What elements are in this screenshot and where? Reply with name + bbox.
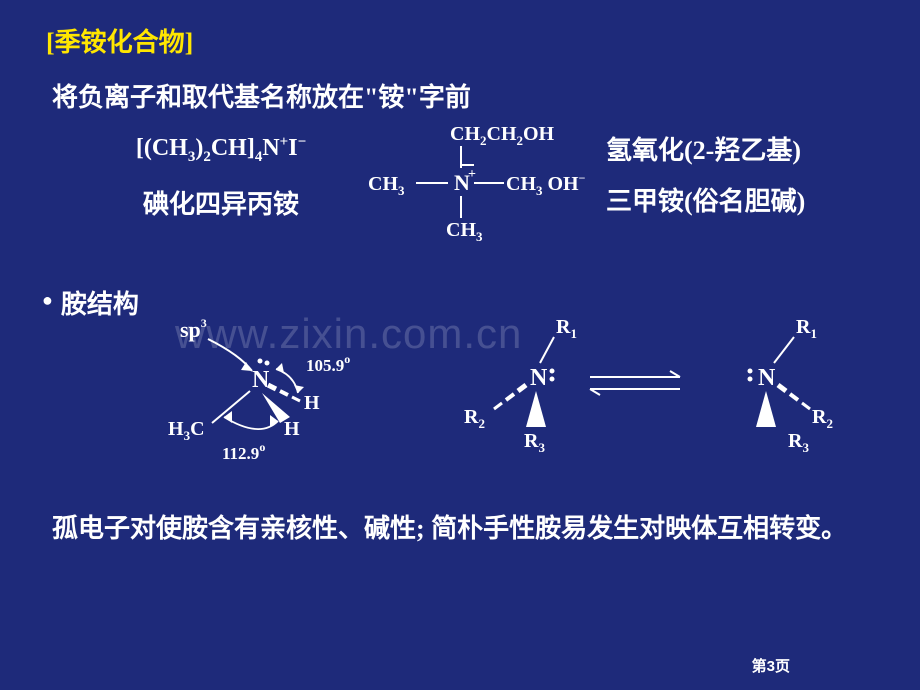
amine-diagrams-icon: sp3 N H3C H (150, 315, 890, 485)
bottom-paragraph: 孤电子对使胺含有亲核性、碱性; 简朴手性胺易发生对映体互相转变。 (52, 507, 872, 551)
r-amine-left: N R1 R2 (464, 316, 577, 455)
structure-diagrams: sp3 N H3C H (150, 315, 920, 485)
right-name-block: 氢氧化(2-羟乙基) 三甲铵(俗名胆碱) (606, 130, 866, 218)
bullet-icon: ● (42, 290, 53, 311)
sp3-arrowhead (241, 362, 252, 371)
h3c-label: H3C (168, 418, 205, 443)
sp3-diagram: sp3 N H3C H (168, 316, 350, 463)
choline-structure-icon: N + CH2CH2OH CH3 CH3 OH− (346, 120, 606, 250)
sp3-label: sp3 (180, 316, 207, 342)
left-formula: [(CH3)2CH]4N+I− (136, 134, 306, 166)
right-name-line2: 三甲铵(俗名胆碱) (606, 181, 866, 218)
mid-structure: N + CH2CH2OH CH3 CH3 OH− (346, 130, 606, 250)
slide: [季铵化合物] 将负离子和取代基名称放在"铵"字前 [(CH3)2CH]4N+I… (0, 0, 920, 690)
naming-rule: 将负离子和取代基名称放在"铵"字前 (52, 77, 920, 114)
r2-label-r: R2 (812, 406, 833, 431)
amine-structure-label: 胺结构 (61, 284, 139, 321)
h-front: H (284, 418, 300, 440)
lone-pair-dot (258, 359, 263, 364)
page-number: 第3页 (752, 655, 790, 676)
left-compound-block: [(CH3)2CH]4N+I− 碘化四异丙铵 (96, 130, 346, 221)
charge-plus: + (468, 167, 476, 182)
angle-arc-top (276, 369, 298, 393)
angle-arrowhead (294, 385, 304, 393)
atom-n-left: N (252, 367, 270, 393)
angle-bottom-label: 112.9o (222, 440, 265, 463)
group-left: CH3 (368, 173, 405, 198)
lone-pair-dot (265, 361, 270, 366)
r1-label: R1 (556, 316, 577, 341)
atom-n-mid: N (530, 365, 548, 391)
section-title: [季铵化合物] (46, 22, 920, 59)
angle-arc-bottom (224, 417, 278, 429)
r1-label-r: R1 (796, 316, 817, 341)
r3-label-r: R3 (788, 430, 809, 455)
atom-n-right: N (758, 365, 776, 391)
group-right: CH3 OH− (506, 171, 586, 198)
left-compound-name: 碘化四异丙铵 (143, 184, 299, 221)
right-name-line1: 氢氧化(2-羟乙基) (606, 130, 866, 167)
formula-row: [(CH3)2CH]4N+I− 碘化四异丙铵 N + CH2CH2OH CH3 (96, 130, 920, 260)
r3-label: R3 (524, 430, 545, 455)
r2-label: R2 (464, 406, 485, 431)
angle-top-label: 105.9o (306, 352, 350, 375)
group-top: CH2CH2OH (450, 123, 555, 148)
group-bottom: CH3 (446, 219, 483, 244)
equilibrium-arrows-icon (590, 371, 680, 395)
h-back: H (304, 392, 320, 414)
r-amine-right: N R1 R2 (748, 316, 833, 455)
